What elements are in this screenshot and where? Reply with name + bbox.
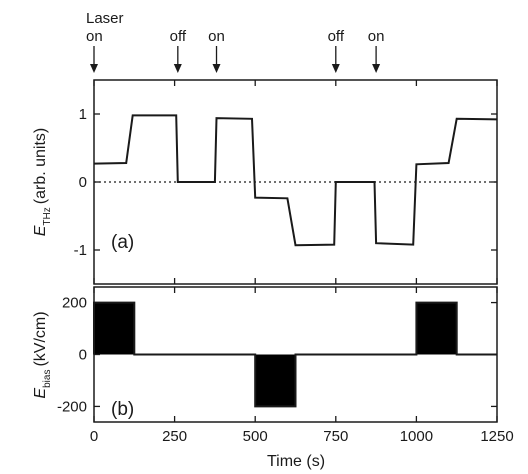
panel-b-xtick-label: 1250 — [480, 428, 513, 445]
panel-b-yticks: -200 0 200 — [57, 295, 497, 415]
laser-annotation-arrow-head — [372, 64, 381, 73]
x-axis-title: Time (s) — [267, 453, 325, 470]
panel-a-ylabel-text: (arb. units) — [32, 128, 49, 204]
panel-b-ylabel: Ebias (kV/cm) — [32, 311, 53, 398]
panel-b-ylabel-subscript: bias — [42, 370, 53, 388]
laser-annotation-arrow-head — [212, 64, 221, 73]
panel-b-xtick-label: 0 — [90, 428, 98, 445]
laser-annotation-label: on — [368, 28, 385, 45]
panel-b-xtick-label: 500 — [243, 428, 268, 445]
laser-annotation-arrow-head — [331, 64, 340, 73]
panel-a-ylabel-symbol: E — [32, 225, 49, 236]
laser-annotation-label: Laser — [86, 10, 124, 27]
laser-annotation-label: off — [170, 28, 187, 45]
panel-b-xtick-label: 250 — [162, 428, 187, 445]
panel-b-ylabel-symbol: E — [32, 388, 49, 399]
laser-annotation-label: on — [208, 28, 225, 45]
panel-a-ytick-label: -1 — [74, 242, 87, 259]
panel-a-ethz-trace — [93, 114, 498, 247]
panel-b-label: (b) — [111, 399, 134, 420]
laser-annotation-label: on — [86, 28, 103, 45]
laser-annotation-arrow-head — [90, 64, 98, 73]
panel-a-label: (a) — [111, 232, 134, 253]
panel-b-xticks: 0 250 500 750 1000 1250 — [90, 287, 514, 445]
panel-b-ytick-label: 200 — [62, 295, 87, 312]
panel-b-bias-line — [93, 301, 497, 408]
panel-a-yticks: -1 0 1 — [74, 106, 497, 259]
panel-a-ylabel: ETHz (arb. units) — [32, 128, 53, 236]
laser-annotation-label: off — [328, 28, 345, 45]
panel-a-ytick-label: 0 — [79, 174, 87, 191]
laser-annotation-arrow-head — [173, 64, 182, 73]
panel-a-xticks — [93, 80, 498, 284]
panel-a-ylabel-subscript: THz — [42, 207, 53, 225]
panel-b-ytick-label: -200 — [57, 398, 87, 415]
panel-a-ytick-label: 1 — [79, 106, 87, 123]
panel-b-xtick-label: 1000 — [400, 428, 433, 445]
panel-b-ylabel-text: (kV/cm) — [32, 311, 49, 366]
panel-b-xtick-label: 750 — [323, 428, 348, 445]
panel-b-ytick-label: 0 — [79, 347, 87, 364]
